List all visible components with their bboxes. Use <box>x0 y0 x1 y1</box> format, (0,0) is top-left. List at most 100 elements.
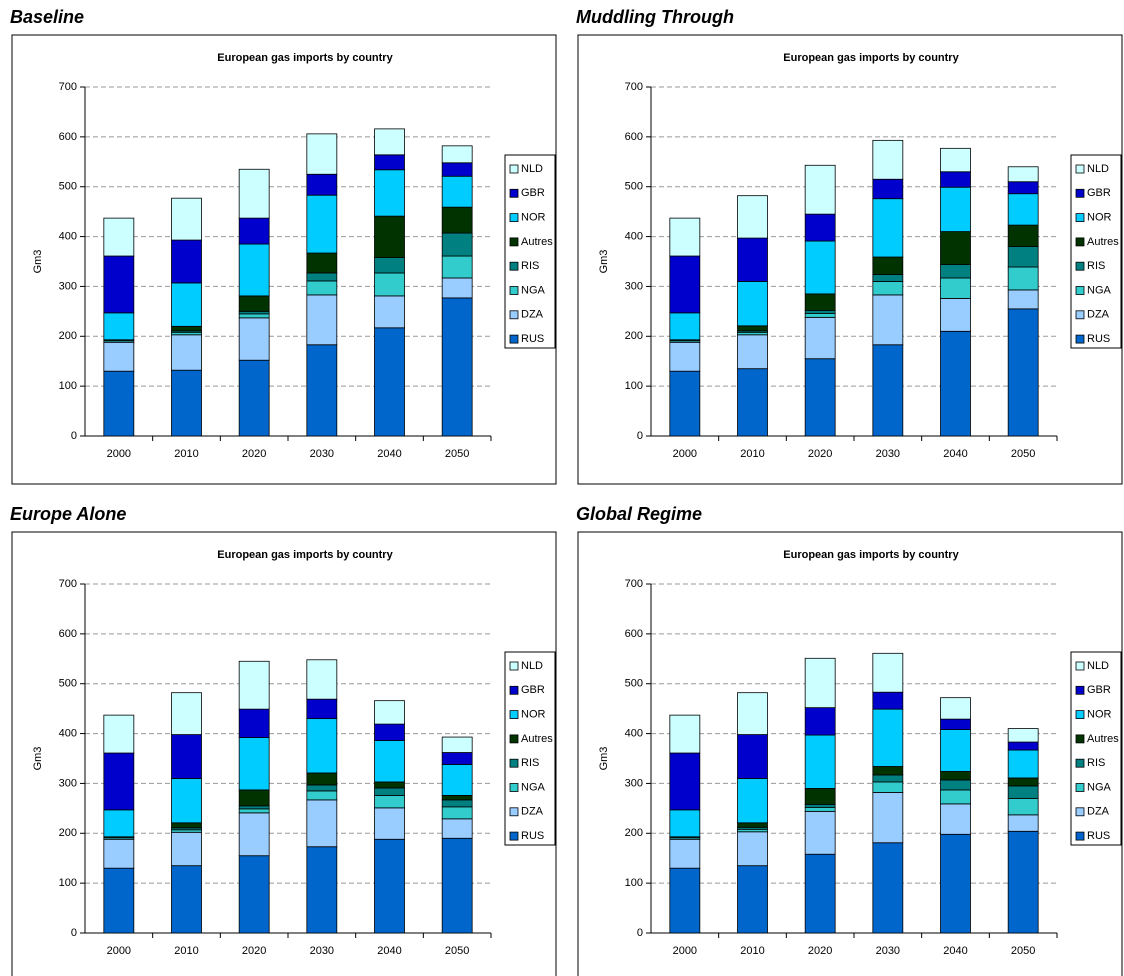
bar-segment <box>238 805 270 810</box>
legend-swatch <box>509 188 519 198</box>
bar-segment <box>1007 749 1039 779</box>
bar-segment <box>238 217 270 245</box>
legend-swatch <box>509 261 519 271</box>
bar-segment <box>238 243 270 297</box>
legend-label: DZA <box>1087 806 1110 818</box>
bar-segment <box>306 173 338 196</box>
legend-swatch <box>1075 661 1085 671</box>
legend-swatch <box>1075 286 1085 295</box>
y-tick-label: 200 <box>625 827 643 839</box>
y-tick-label: 200 <box>59 827 77 839</box>
legend-swatch <box>1075 164 1085 174</box>
x-tick-label: 2030 <box>876 945 900 957</box>
legend-label: NGA <box>1087 781 1112 793</box>
legend-label: Autres <box>1087 236 1119 248</box>
bar-segment <box>872 842 904 934</box>
bar-segment <box>1007 728 1039 743</box>
y-tick-label: 400 <box>625 727 643 739</box>
bar-segment <box>171 239 202 284</box>
bar-segment <box>441 232 473 257</box>
bar-segment <box>306 252 338 274</box>
x-tick-label: 2040 <box>943 945 967 957</box>
bar-segment <box>872 708 904 767</box>
legend-swatch <box>1075 831 1085 841</box>
y-tick-label: 500 <box>625 678 643 690</box>
bar-segment <box>940 697 971 720</box>
y-tick-label: 300 <box>59 280 77 292</box>
y-tick-label: 400 <box>625 230 643 242</box>
y-tick-label: 600 <box>59 131 77 143</box>
x-tick-label: 2050 <box>1011 448 1035 460</box>
y-tick-label: 400 <box>59 727 77 739</box>
y-tick-label: 400 <box>59 230 77 242</box>
y-tick-label: 300 <box>625 777 643 789</box>
bar-segment <box>804 806 836 812</box>
bar-segment <box>238 359 270 437</box>
legend-label: RUS <box>1087 333 1110 345</box>
bar-segment <box>306 698 338 720</box>
x-tick-label: 2050 <box>1011 945 1035 957</box>
legend-label: NGA <box>1087 284 1112 296</box>
bar-segment <box>374 700 405 725</box>
bar-segment <box>669 217 701 257</box>
x-tick-label: 2000 <box>107 448 131 460</box>
bar-segment <box>171 369 202 437</box>
bar-segment <box>804 213 836 242</box>
legend-label: RUS <box>521 830 544 842</box>
bar-segment <box>940 803 971 835</box>
bar-segment <box>374 128 405 156</box>
x-tick-label: 2020 <box>242 448 266 460</box>
legend-label: NLD <box>1087 163 1109 175</box>
bar-segment <box>737 281 768 327</box>
bar-segment <box>103 714 135 754</box>
bar-segment <box>737 692 768 735</box>
y-axis-label: Gm3 <box>598 747 610 771</box>
bar-segment <box>737 865 768 934</box>
legend-swatch <box>1075 783 1085 792</box>
y-tick-label: 700 <box>59 81 77 93</box>
x-tick-label: 2040 <box>377 448 401 460</box>
y-tick-label: 500 <box>625 181 643 193</box>
bar-segment <box>103 809 135 838</box>
bar-segment <box>374 215 405 258</box>
bar-segment <box>1007 266 1039 291</box>
bar-segment <box>1007 224 1039 247</box>
bar-segment <box>737 734 768 779</box>
bar-segment <box>306 772 338 786</box>
bar-segment <box>872 274 904 282</box>
legend-swatch <box>1075 758 1085 768</box>
bar-segment <box>171 865 202 934</box>
bar-segment <box>804 853 836 934</box>
bar-segment <box>171 778 202 824</box>
bar-segment <box>441 297 473 437</box>
y-tick-label: 300 <box>59 777 77 789</box>
bar-segment <box>238 812 270 857</box>
scenario-heading: Baseline <box>10 7 84 27</box>
y-tick-label: 100 <box>625 380 643 392</box>
legend-label: GBR <box>1087 187 1111 199</box>
bar-segment <box>103 217 135 257</box>
bar-segment <box>441 837 473 934</box>
bar-segment <box>441 764 473 796</box>
x-tick-label: 2030 <box>876 448 900 460</box>
scenario-heading: Europe Alone <box>10 504 126 524</box>
bar-segment <box>1007 785 1039 799</box>
chart-panel: Global Regime European gas imports by cou… <box>576 504 1123 976</box>
bar-segment <box>306 784 338 792</box>
legend-label: NLD <box>521 163 543 175</box>
x-tick-label: 2000 <box>673 945 697 957</box>
chart-panel: Baseline European gas imports by country G… <box>10 7 557 485</box>
bar-segment <box>872 781 904 793</box>
bar-segment <box>374 257 405 274</box>
bar-segment <box>940 147 971 173</box>
bar-segment <box>872 281 904 296</box>
bar-segment <box>441 277 473 299</box>
chart-panel: Muddling Through European gas imports by … <box>576 7 1123 485</box>
bar-segment <box>306 294 338 346</box>
chart-frame <box>11 34 557 485</box>
legend-label: DZA <box>521 309 544 321</box>
bar-segment <box>737 334 768 370</box>
bar-segment <box>872 198 904 258</box>
bar-segment <box>737 368 768 437</box>
